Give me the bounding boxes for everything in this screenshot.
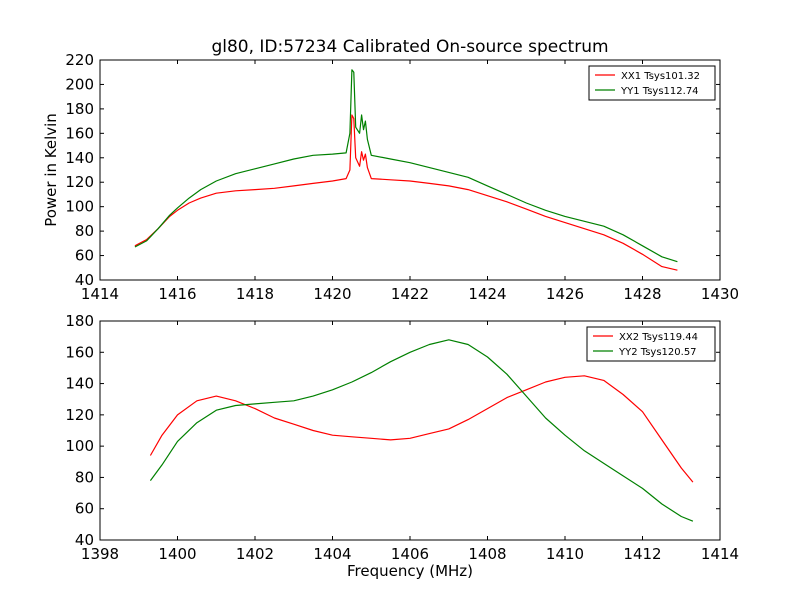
legend-entry: XX2 Tsys119.44 bbox=[619, 332, 698, 343]
y-tick-label: 120 bbox=[65, 406, 94, 424]
y-tick-label: 140 bbox=[65, 149, 94, 167]
y-axis-label: Power in Kelvin bbox=[42, 113, 60, 227]
bottom-panel: 1398 1400 1402 1404 1406 1408 1410 1412 1414 40 60… bbox=[65, 312, 739, 580]
y-tick-label: 180 bbox=[65, 312, 94, 330]
y-tick-label: 120 bbox=[65, 173, 94, 191]
x-tick-label: 1426 bbox=[546, 285, 584, 303]
legend: XX1 Tsys101.32 YY1 Tsys112.74 bbox=[588, 65, 716, 101]
x-tick-label: 1414 bbox=[701, 545, 739, 563]
x-tick-label: 1406 bbox=[391, 545, 429, 563]
y-tick-label: 220 bbox=[65, 51, 94, 69]
x-tick-label: 1410 bbox=[546, 545, 584, 563]
legend-box bbox=[588, 65, 716, 101]
series-line-xx bbox=[134, 114, 678, 271]
y-tick-label: 180 bbox=[65, 100, 94, 118]
y-tick-label: 200 bbox=[65, 75, 94, 93]
y-tick-label: 160 bbox=[65, 124, 94, 142]
x-axis-label: Frequency (MHz) bbox=[347, 562, 473, 580]
legend-entry: YY2 Tsys120.57 bbox=[618, 347, 697, 358]
y-tick-label: 60 bbox=[75, 247, 94, 265]
x-tick-label: 1404 bbox=[313, 545, 351, 563]
x-tick-label: 1430 bbox=[701, 285, 739, 303]
legend-entry: YY1 Tsys112.74 bbox=[620, 86, 699, 97]
x-tick-label: 1424 bbox=[468, 285, 506, 303]
y-tick-label: 40 bbox=[75, 531, 94, 549]
y-tick-label: 40 bbox=[75, 271, 94, 289]
x-tick-label: 1408 bbox=[468, 545, 506, 563]
legend-box bbox=[586, 326, 716, 362]
x-tick-label: 1400 bbox=[158, 545, 196, 563]
x-tick-label: 1418 bbox=[236, 285, 274, 303]
figure-title: gl80, ID:57234 Calibrated On-source spec… bbox=[211, 37, 608, 57]
y-tick-label: 80 bbox=[75, 468, 94, 486]
x-tick-label: 1416 bbox=[158, 285, 196, 303]
top-panel: 1414 1416 1418 1420 1422 1424 1426 1428 1430 40 60… bbox=[42, 51, 739, 303]
series-line-xx bbox=[149, 375, 694, 483]
legend: XX2 Tsys119.44 YY2 Tsys120.57 bbox=[586, 326, 716, 362]
series-line-yy bbox=[134, 69, 678, 263]
x-tick-label: 1428 bbox=[623, 285, 661, 303]
x-tick-label: 1420 bbox=[313, 285, 351, 303]
series-line-yy bbox=[149, 339, 694, 522]
x-tick-label: 1402 bbox=[236, 545, 274, 563]
x-tick-label: 1414 bbox=[81, 285, 119, 303]
x-tick-label: 1422 bbox=[391, 285, 429, 303]
y-tick-label: 100 bbox=[65, 437, 94, 455]
legend-entry: XX1 Tsys101.32 bbox=[621, 71, 700, 82]
y-tick-label: 160 bbox=[65, 343, 94, 361]
y-tick-label: 60 bbox=[75, 500, 94, 518]
x-tick-label: 1398 bbox=[81, 545, 119, 563]
y-tick-label: 140 bbox=[65, 375, 94, 393]
y-tick-label: 80 bbox=[75, 222, 94, 240]
y-tick-label: 100 bbox=[65, 198, 94, 216]
x-tick-label: 1412 bbox=[623, 545, 661, 563]
